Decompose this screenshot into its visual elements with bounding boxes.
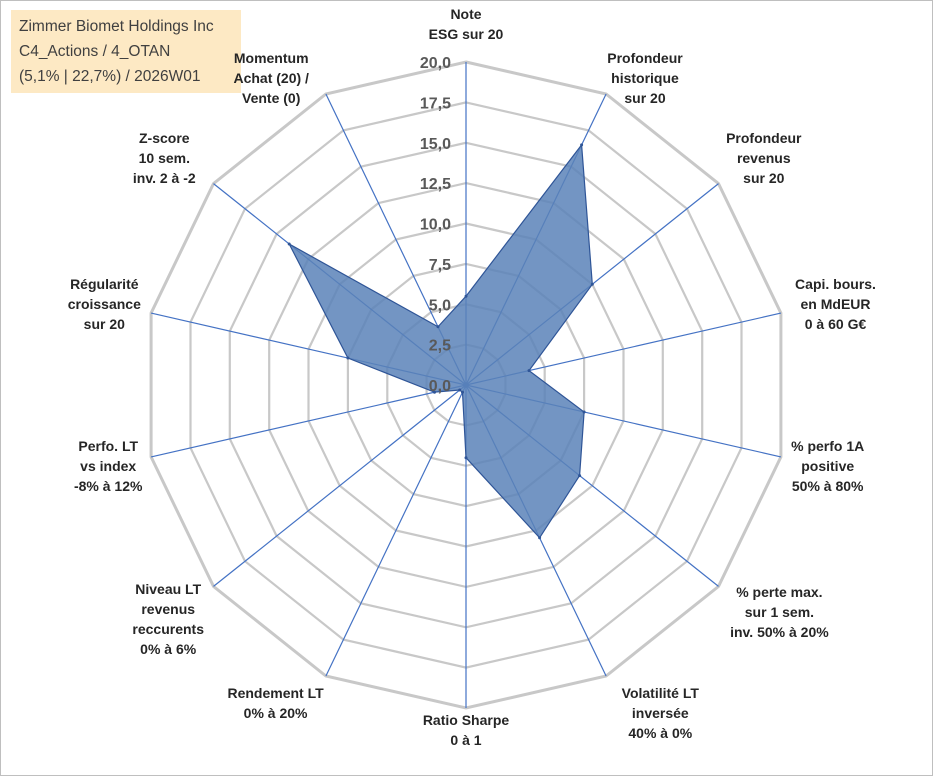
axis-label-11: Régularité croissance sur 20 bbox=[68, 276, 141, 332]
axis-label-text: Régularité croissance sur 20 bbox=[68, 276, 141, 332]
info-company: Zimmer Biomet Holdings Inc bbox=[19, 18, 214, 35]
axis-label-text: Ratio Sharpe 0 à 1 bbox=[423, 712, 510, 748]
tick-label: 5,0 bbox=[429, 297, 451, 314]
data-point-8 bbox=[461, 390, 464, 394]
axis-label-text: Momentum Achat (20) / Vente (0) bbox=[233, 50, 309, 106]
data-point-12 bbox=[287, 242, 291, 246]
tick-label: 0,0 bbox=[429, 378, 451, 395]
axis-label-5: % perte max. sur 1 sem. inv. 50% à 20% bbox=[730, 584, 829, 640]
axis-label-text: Volatilité LT inversée 40% à 0% bbox=[622, 685, 700, 741]
axis-label-9: Niveau LT revenus reccurents 0% à 6% bbox=[132, 581, 204, 657]
spoke-8 bbox=[325, 384, 467, 677]
axis-label-text: % perfo 1A positive 50% à 80% bbox=[791, 438, 864, 494]
tick-label: 15,0 bbox=[420, 136, 451, 153]
data-point-2 bbox=[590, 282, 594, 286]
axis-label-0: Note ESG sur 20 bbox=[429, 6, 504, 42]
data-point-10 bbox=[433, 390, 436, 394]
data-point-0 bbox=[464, 294, 468, 298]
tick-label: 10,0 bbox=[420, 217, 451, 234]
axis-label-8: Rendement LT 0% à 20% bbox=[227, 685, 324, 721]
axis-label-7: Ratio Sharpe 0 à 1 bbox=[423, 712, 510, 748]
axis-label-text: Note ESG sur 20 bbox=[429, 6, 504, 42]
radar-axis-labels: Note ESG sur 20 Profondeur historique sur 20… bbox=[68, 6, 876, 748]
data-point-11 bbox=[346, 356, 350, 360]
axis-label-text: Profondeur historique sur 20 bbox=[607, 50, 683, 106]
axis-label-text: % perte max. sur 1 sem. inv. 50% à 20% bbox=[730, 584, 829, 640]
tick-label: 17,5 bbox=[420, 95, 451, 112]
data-point-9 bbox=[458, 388, 462, 392]
tick-label: 20,0 bbox=[420, 55, 451, 72]
tick-label: 12,5 bbox=[420, 176, 451, 193]
axis-label-text: Z-score 10 sem. inv. 2 à -2 bbox=[133, 130, 196, 186]
tick-label: 7,5 bbox=[429, 257, 451, 274]
tick-label: 2,5 bbox=[429, 338, 451, 355]
axis-label-13: Momentum Achat (20) / Vente (0) bbox=[233, 50, 309, 106]
axis-label-2: Profondeur revenus sur 20 bbox=[726, 130, 802, 186]
info-stats: (5,1% | 22,7%) / 2026W01 bbox=[19, 68, 201, 85]
info-category: C4_Actions / 4_OTAN bbox=[19, 43, 171, 60]
axis-label-3: Capi. bours. en MdEUR 0 à 60 G€ bbox=[795, 276, 876, 332]
axis-label-10: Perfo. LT vs index -8% à 12% bbox=[74, 438, 143, 494]
axis-label-1: Profondeur historique sur 20 bbox=[607, 50, 683, 106]
data-point-6 bbox=[538, 536, 542, 540]
axis-label-4: % perfo 1A positive 50% à 80% bbox=[791, 438, 864, 494]
axis-label-text: Capi. bours. en MdEUR 0 à 60 G€ bbox=[795, 276, 876, 332]
data-point-7 bbox=[464, 456, 468, 460]
axis-label-text: Rendement LT 0% à 20% bbox=[227, 685, 324, 721]
data-point-1 bbox=[580, 143, 584, 147]
data-point-5 bbox=[578, 474, 582, 478]
spoke-10 bbox=[150, 384, 467, 458]
data-point-3 bbox=[527, 369, 531, 373]
axis-label-12: Z-score 10 sem. inv. 2 à -2 bbox=[133, 130, 196, 186]
radar-series bbox=[287, 143, 594, 540]
axis-label-text: Perfo. LT vs index -8% à 12% bbox=[74, 438, 143, 494]
axis-label-6: Volatilité LT inversée 40% à 0% bbox=[622, 685, 700, 741]
data-point-4 bbox=[582, 410, 586, 414]
spoke-9 bbox=[213, 384, 467, 587]
axis-label-text: Niveau LT revenus reccurents 0% à 6% bbox=[132, 581, 204, 657]
radar-tick-labels: 0,0 2,5 5,0 7,5 10,0 12,5 15,0 17,5 20,0 bbox=[420, 55, 451, 395]
axis-label-text: Profondeur revenus sur 20 bbox=[726, 130, 802, 186]
info-box: Zimmer Biomet Holdings Inc C4_Actions / … bbox=[11, 10, 241, 93]
data-point-13 bbox=[436, 325, 440, 329]
